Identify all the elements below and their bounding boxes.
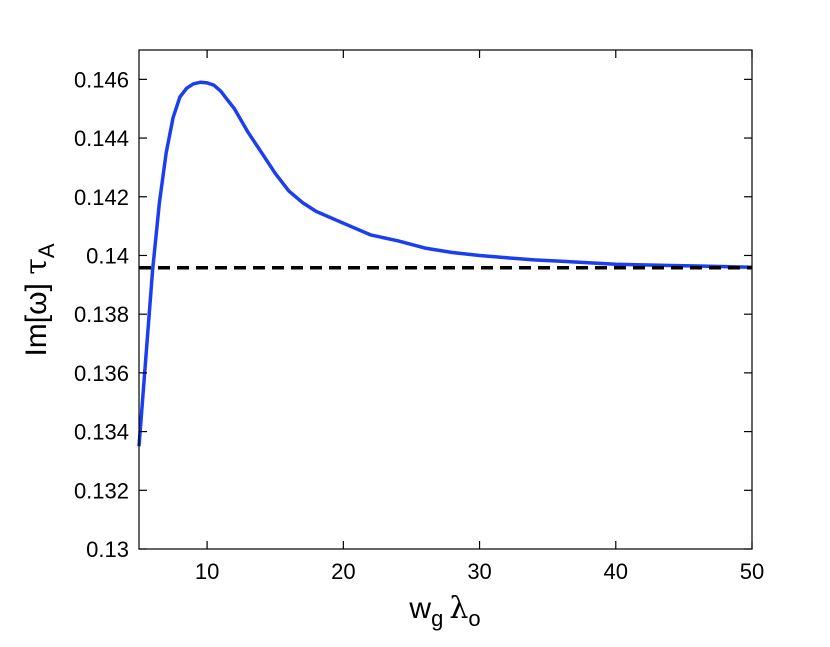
- x-axis-title: wg λo: [408, 591, 480, 631]
- y-tick-label: 0.14: [86, 243, 129, 268]
- y-axis-title: Im[ω] τA: [19, 243, 59, 356]
- y-tick-label: 0.13: [86, 537, 129, 562]
- y-tick-label: 0.144: [74, 126, 129, 151]
- y-tick-label: 0.138: [74, 302, 129, 327]
- plot-frame: [138, 49, 753, 550]
- tick-layer: 10 20 30 40 50 0.13 0.132 0.134 0.136 0.138 0.14 0.…: [74, 50, 764, 584]
- y-tick-label: 0.146: [74, 67, 129, 92]
- x-tick-label: 10: [195, 559, 219, 584]
- plot-background: [139, 50, 752, 549]
- y-tick-label: 0.132: [74, 478, 129, 503]
- y-tick-label: 0.142: [74, 185, 129, 210]
- y-tick-label: 0.134: [74, 420, 129, 445]
- series-line-0: [137, 80, 753, 447]
- x-tick-label: 50: [740, 559, 764, 584]
- x-tick-label: 20: [331, 559, 355, 584]
- x-tick-label: 30: [467, 559, 491, 584]
- y-tick-label: 0.136: [74, 361, 129, 386]
- series-layer: [137, 80, 753, 447]
- x-tick-label: 40: [604, 559, 628, 584]
